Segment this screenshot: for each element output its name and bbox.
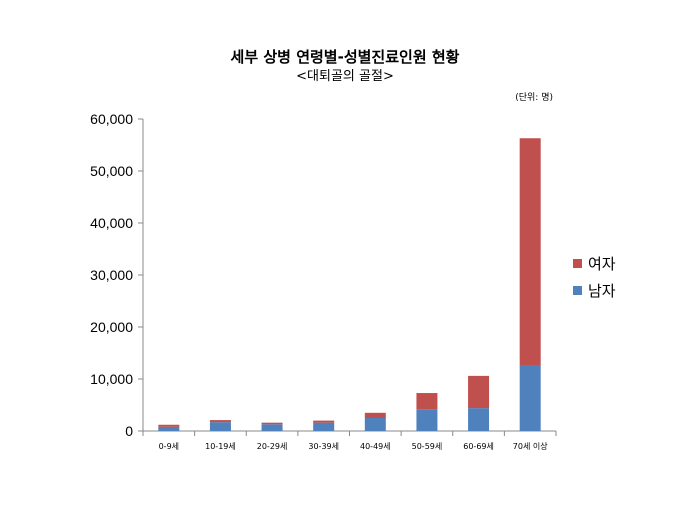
y-tick-label: 40,000 — [90, 215, 133, 231]
unit-note: (단위: 명) — [515, 92, 553, 103]
legend-swatch — [573, 286, 582, 295]
y-tick-label: 50,000 — [90, 163, 133, 179]
bar-segment — [261, 422, 283, 425]
x-tick-label: 40-49세 — [360, 442, 391, 451]
bar-segment — [468, 375, 490, 409]
bar-segment — [313, 422, 335, 431]
x-tick-label: 0-9세 — [159, 442, 179, 451]
y-tick-label: 0 — [125, 423, 133, 439]
y-tick-label: 20,000 — [90, 319, 133, 335]
bar-segment — [158, 424, 180, 427]
bar-segment — [364, 418, 386, 431]
bar-segment — [364, 412, 386, 418]
bar-segment — [416, 409, 438, 431]
x-tick-label: 10-19세 — [205, 442, 236, 451]
bar-segment — [313, 420, 335, 423]
chart-title: 세부 상병 연령별-성별진료인원 현황 — [231, 48, 460, 66]
y-tick-label: 60,000 — [90, 111, 133, 127]
y-tick-label: 30,000 — [90, 267, 133, 283]
legend-label: 남자 — [588, 282, 616, 300]
bar-segment — [519, 138, 541, 366]
bar-segment — [209, 422, 231, 431]
x-tick-label: 60-69세 — [463, 442, 494, 451]
bar-segment — [416, 393, 438, 410]
chart-subtitle: <대퇴골의 골절> — [296, 69, 394, 84]
bar-segment — [519, 365, 541, 431]
x-tick-label: 30-39세 — [308, 442, 339, 451]
bar-segment — [158, 426, 180, 431]
x-tick-label: 50-59세 — [412, 442, 443, 451]
bar-segment — [209, 420, 231, 423]
legend-swatch — [573, 259, 582, 268]
x-tick-label: 20-29세 — [257, 442, 288, 451]
y-tick-label: 10,000 — [90, 371, 133, 387]
bar-segment — [261, 424, 283, 431]
bar-segment — [468, 408, 490, 431]
x-tick-label: 70세 이상 — [513, 441, 548, 451]
legend-label: 여자 — [588, 255, 616, 273]
